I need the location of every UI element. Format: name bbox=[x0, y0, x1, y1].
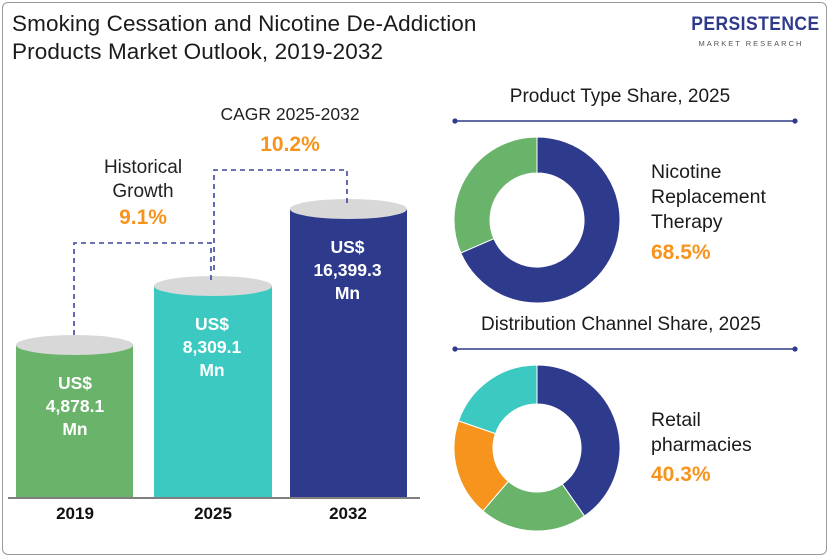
bar-2032 bbox=[290, 209, 407, 497]
bar-2019 bbox=[16, 345, 133, 497]
title-line-1: Smoking Cessation and Nicotine De-Addict… bbox=[12, 11, 477, 36]
historical-label-line-1: Historical bbox=[103, 157, 183, 178]
page-title: Smoking Cessation and Nicotine De-Addict… bbox=[12, 10, 612, 66]
cagr-label: CAGR 2025-2032 bbox=[220, 104, 360, 124]
bar-label-2019-unit: Mn bbox=[62, 419, 88, 439]
historical-growth-label: Historical Growth bbox=[78, 156, 208, 204]
historical-growth-connector bbox=[73, 242, 212, 335]
bar-label-2032-currency: US$ bbox=[330, 237, 365, 257]
distribution-donut-slice-0 bbox=[536, 364, 621, 517]
historical-growth-value: 9.1% bbox=[119, 206, 167, 229]
bar-label-2025-amount: 8,309.1 bbox=[182, 337, 242, 357]
bar-label-2019-currency: US$ bbox=[57, 373, 93, 393]
bar-value-label-2025: US$ 8,309.1 Mn bbox=[152, 313, 272, 382]
product-type-title: Product Type Share, 2025 bbox=[509, 86, 731, 107]
product-type-highlight-label: Nicotine Replacement Therapy bbox=[651, 160, 766, 235]
logo-name: PERSISTENCE bbox=[691, 14, 820, 35]
bar-label-2025-currency: US$ bbox=[194, 314, 230, 334]
product-type-highlight-value: 68.5% bbox=[651, 241, 711, 264]
distribution-highlight-value: 40.3% bbox=[651, 463, 711, 486]
bar-2025 bbox=[154, 286, 272, 497]
year-label-2019: 2019 bbox=[56, 504, 94, 523]
distribution-separator-dot-right bbox=[792, 346, 798, 352]
product-type-separator-dot-left bbox=[452, 118, 458, 124]
product-label-line-2: Replacement bbox=[651, 186, 766, 208]
product-type-donut-slice-0 bbox=[460, 136, 621, 304]
growth-connectors bbox=[73, 169, 348, 335]
distribution-label-line-2: pharmacies bbox=[651, 434, 752, 456]
donuts-layer bbox=[452, 118, 798, 532]
distribution-channel-title: Distribution Channel Share, 2025 bbox=[481, 314, 761, 335]
distribution-separator-dot-left bbox=[452, 346, 458, 352]
distribution-highlight-label: Retail pharmacies bbox=[651, 408, 752, 458]
bar-value-label-2019: US$ 4,878.1 Mn bbox=[15, 372, 135, 441]
bar-label-2032-unit: Mn bbox=[334, 283, 361, 303]
brand-logo: PERSISTENCE MARKET RESEARCH bbox=[686, 14, 820, 54]
bar-cap-2019 bbox=[16, 335, 133, 355]
product-label-line-3: Therapy bbox=[651, 211, 723, 233]
bar-label-2032-amount: 16,399.3 bbox=[313, 260, 382, 280]
cagr-value: 10.2% bbox=[260, 133, 320, 156]
cagr-connector bbox=[213, 169, 348, 270]
bar-cap-2032 bbox=[290, 199, 407, 219]
year-label-2032: 2032 bbox=[329, 504, 367, 523]
bar-value-label-2032: US$ 16,399.3 Mn bbox=[285, 236, 410, 305]
distribution-donut-slice-3 bbox=[457, 364, 538, 435]
logo-tagline: MARKET RESEARCH bbox=[698, 39, 804, 48]
product-type-separator-dot-right bbox=[792, 118, 798, 124]
product-label-line-1: Nicotine bbox=[651, 161, 722, 183]
distribution-label-line-1: Retail bbox=[651, 409, 701, 431]
bar-cap-2025 bbox=[154, 276, 272, 296]
historical-label-line-2: Growth bbox=[112, 181, 174, 202]
bar-label-2019-amount: 4,878.1 bbox=[45, 396, 105, 416]
title-line-2: Products Market Outlook, 2019-2032 bbox=[12, 39, 384, 64]
bars-layer bbox=[8, 199, 420, 499]
bar-label-2025-unit: Mn bbox=[199, 360, 225, 380]
product-type-donut-slice-1 bbox=[453, 136, 538, 254]
year-label-2025: 2025 bbox=[194, 504, 232, 523]
